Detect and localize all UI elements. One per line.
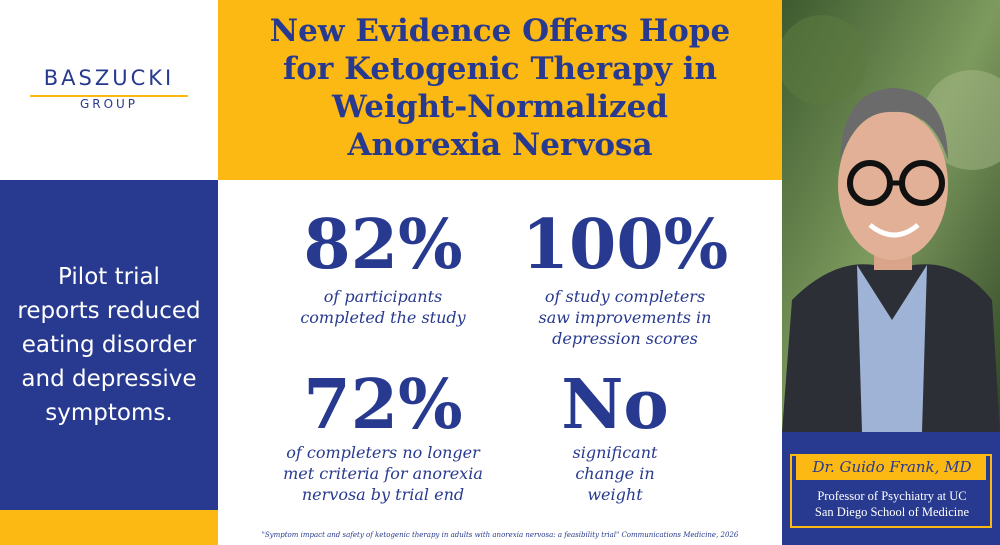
stat-text: of study completers saw improvements in de… [500,286,750,349]
yellow-strip [0,510,218,545]
text-line: met criteria for anorexia [283,464,483,483]
stat-text: significant change in weight [500,442,730,505]
text-line: and depressive [21,366,197,392]
person-name-band [796,454,986,480]
person-name: Dr. Guido Frank, MD [812,458,972,476]
text-line: Weight-Normalized [332,89,668,125]
stat: No significant change in weight [500,370,730,505]
text-line: of participants [323,287,443,306]
text-line: change in [575,464,655,483]
text-line: weight [587,485,643,504]
text-line: Pilot trial [58,264,160,290]
logo-rule [30,95,188,97]
logo-panel: BASZUCKI GROUP [0,0,218,180]
text-line: of study completers [544,287,706,306]
text-line: depression scores [552,329,698,348]
text-line: San Diego School of Medicine [814,505,970,519]
logo-sub: GROUP [79,97,139,111]
stat-text: of participants completed the study [258,286,508,328]
text-line: Anorexia Nervosa [347,127,653,163]
text-line: New Evidence Offers Hope [269,13,731,49]
stat-figure: 100% [521,205,729,285]
text-line: saw improvements in [538,308,712,327]
stat-figure: 82% [303,205,463,285]
text-line: of completers no longer [286,443,480,462]
stat: 82% of participants completed the study [258,210,508,328]
text-line: symptoms. [45,400,173,426]
text-line: for Ketogenic Therapy in [282,51,718,87]
text-line: reports reduced [17,298,201,324]
logo-name: BASZUCKI [43,66,175,90]
text-line: significant [572,443,658,462]
text-line: eating disorder [21,332,197,358]
stat: 72% of completers no longer met criteria … [248,370,518,505]
text-line: nervosa by trial end [301,485,465,504]
stat: 100% of study completers saw improvements… [500,210,750,349]
stat-figure: 72% [303,365,463,445]
stat-figure: No [561,365,669,445]
summary: Pilot trial reports reduced eating disorde… [0,180,218,510]
citation: "Symptom impact and safety of ketogenic … [261,531,739,539]
text-line: completed the study [300,308,466,327]
title: New Evidence Offers Hope for Ketogenic Th… [218,0,782,180]
person-role: Professor of Psychiatry at UC San Diego S… [792,488,992,520]
person-panel: Dr. Guido Frank, MD Professor of Psychia… [782,432,1000,545]
portrait [782,0,1000,432]
stat-text: of completers no longer met criteria for … [248,442,518,505]
text-line: Professor of Psychiatry at UC [817,489,967,503]
